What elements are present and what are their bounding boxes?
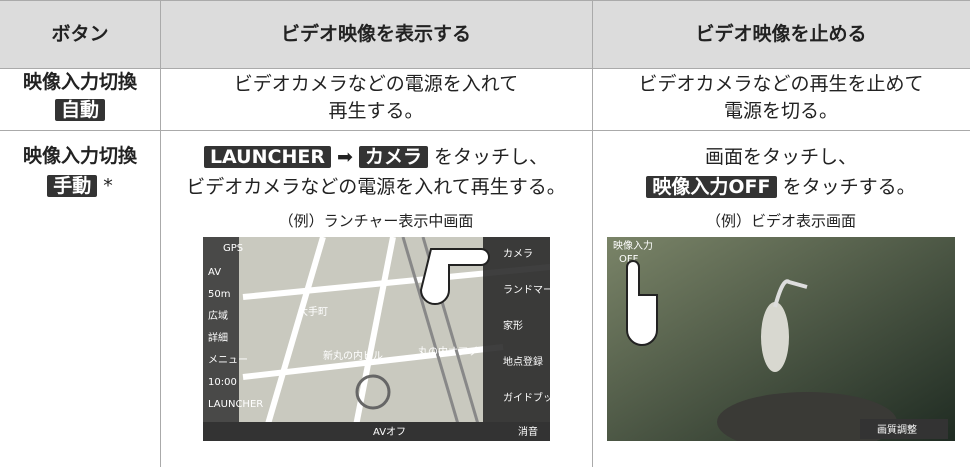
side-button: 詳細 [208,331,228,344]
header-bg [0,0,970,68]
av-off: AVオフ [373,426,406,438]
text: 再生する。 [328,100,424,122]
key: LAUNCHER [203,146,331,168]
quality-button: 画質調整 [877,423,917,436]
text: ビデオカメラなどの電源を入れて [233,73,519,95]
side-button: AV [208,267,221,278]
text: 画面をタッチし、 [704,146,857,168]
place-label: 新丸の内ビル [323,349,383,362]
text: ビデオカメラなどの電源を入れて再生する。 [186,176,566,198]
rule [0,130,970,131]
video-label: OFF [619,254,639,265]
caption: （例）ランチャー表示中画面 [278,212,474,230]
header-cell: ビデオ映像を止める [695,23,867,45]
text: ビデオカメラなどの再生を止めて [638,73,924,95]
key: カメラ [358,146,428,168]
gps: GPS [223,243,243,254]
side-button: LAUNCHER [208,399,263,410]
caption: （例）ビデオ表示画面 [705,212,856,230]
button-name: 映像入力切換 [22,71,137,93]
rule [0,0,970,1]
rule [160,0,161,467]
menu-item: 地点登録 [503,355,543,368]
mute: 消音 [518,425,538,438]
arrow: ➡ [337,146,353,168]
menu-item: 家形 [503,319,523,332]
badge: 自動 [54,99,105,121]
badge: 手動 [47,175,98,197]
video-screenshot: 映像入力 OFF 画質調整 [607,237,955,441]
place-label: 大手町 [298,305,328,318]
rule [0,68,970,69]
rule [592,0,593,467]
side-button: 50m [208,289,230,300]
text: をタッチし、 [434,146,549,168]
text: をタッチする。 [782,176,916,198]
side-button: メニュー [208,355,248,366]
note: * [103,175,113,197]
button-name: 映像入力切換 [22,145,137,167]
header-cell: ビデオ映像を表示する [280,23,471,45]
video-label: 映像入力 [613,239,653,252]
text: 電源を切る。 [723,100,838,122]
side-button: 広域 [208,309,228,322]
header-cell: ボタン [51,23,109,45]
key: 映像入力OFF [646,176,777,198]
menu-item: ガイドブック地点 [503,391,550,404]
side-button: 10:00 [208,377,237,388]
menu-item: カメラ [503,248,533,260]
menu-item: ランドマーク [503,284,550,296]
place-label: 丸の内オアゾ [418,345,478,358]
